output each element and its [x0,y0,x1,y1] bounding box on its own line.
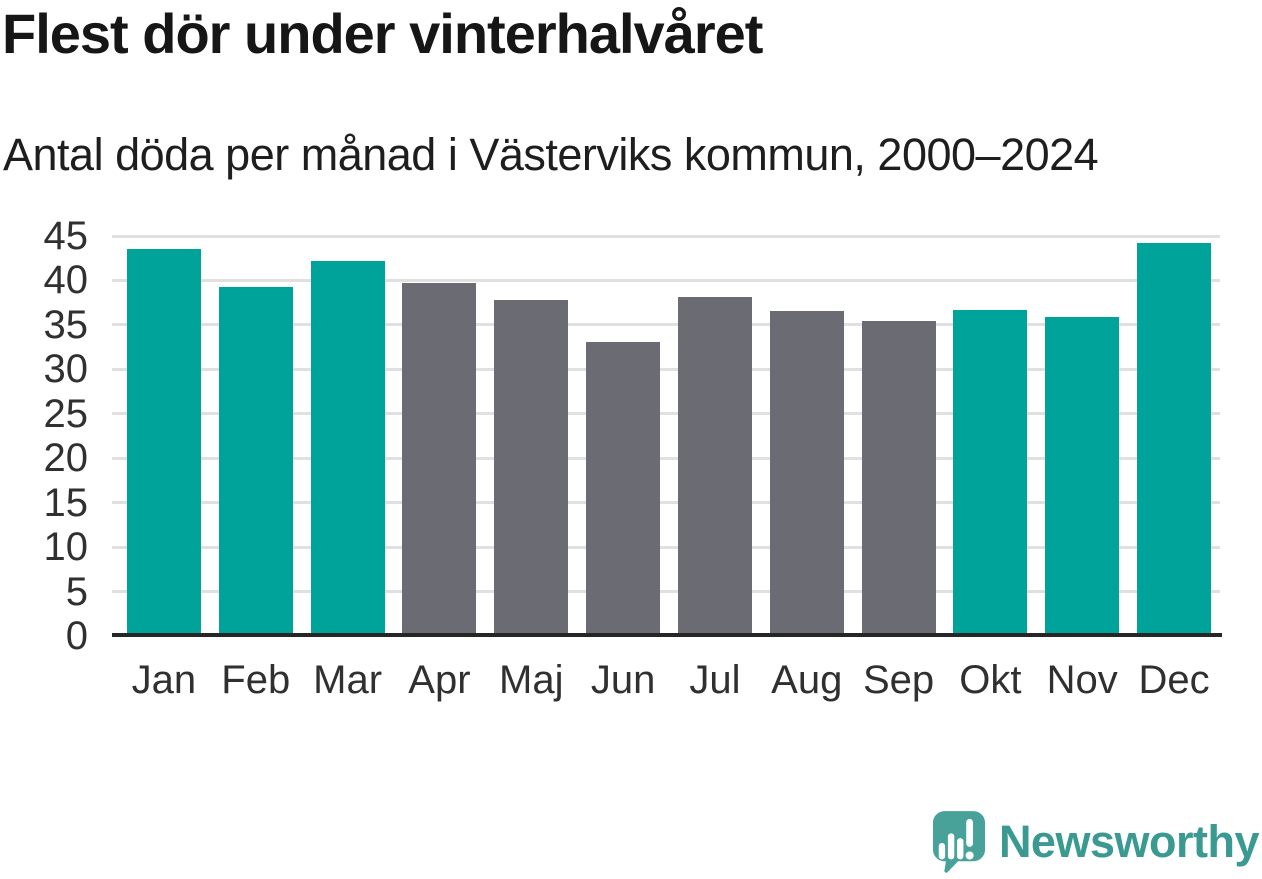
y-axis-tick-label: 35 [43,302,89,347]
gridline-y-40 [112,278,1220,282]
gridline-y-30 [112,367,1220,371]
bar-sep [861,321,936,636]
y-axis-tick-label: 30 [43,347,89,392]
bar-aug [769,310,844,636]
x-axis-label-jan: Jan [131,658,197,702]
newsworthy-logo-icon [932,811,985,873]
y-axis-tick-label: 10 [43,525,89,570]
bar-maj [494,300,569,636]
x-axis-label-aug: Aug [771,658,843,702]
chart-title: Flest dör under vinterhalvåret [2,2,763,65]
x-axis-label-jun: Jun [590,658,656,702]
gridline-y-5 [112,590,1220,594]
bar-mar [310,260,385,636]
bar-feb [218,286,293,636]
x-axis-label-okt: Okt [959,658,1022,702]
bar-jul [677,297,752,636]
bar-dec [1137,243,1212,636]
x-axis-label-jul: Jul [689,658,741,702]
bar-jan [126,249,201,636]
y-axis-tick-label: 20 [43,436,89,481]
x-axis-label-mar: Mar [313,658,383,702]
brand-footer: Newsworthy [932,810,1260,874]
x-axis-label-maj: Maj [499,658,564,702]
y-axis-tick-label: 5 [65,569,88,614]
gridline-y-20 [112,456,1220,460]
bar-apr [402,283,477,636]
gridline-y-10 [112,545,1220,549]
x-axis-label-apr: Apr [408,658,471,702]
y-axis-tick-label: 40 [43,258,89,303]
gridline-y-45 [112,234,1220,238]
x-axis-label-nov: Nov [1046,658,1118,702]
gridline-y-25 [112,412,1220,416]
y-axis-tick-label: 15 [43,480,89,525]
y-axis-tick-label: 0 [65,614,88,658]
gridline-y-35 [112,323,1220,327]
gridline-y-15 [112,501,1220,505]
x-axis-label-dec: Dec [1138,658,1210,702]
brand-name: Newsworthy [998,816,1260,867]
y-axis-tick-label: 45 [43,214,89,258]
bar-nov [1045,316,1120,636]
bar-okt [953,309,1028,636]
x-axis-label-feb: Feb [221,658,291,702]
x-axis-label-sep: Sep [862,658,935,702]
y-axis-tick-label: 25 [43,391,89,436]
bar-jun [586,341,661,636]
x-axis-line [112,633,1222,637]
chart-subtitle: Antal döda per månad i Västerviks kommun… [3,129,1099,180]
